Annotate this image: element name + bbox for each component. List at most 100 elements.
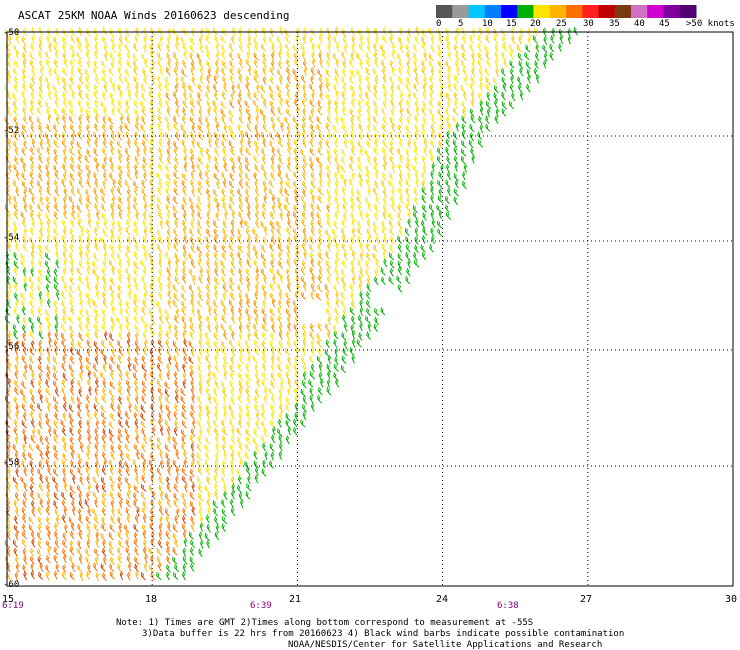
wind-barb [198,380,204,388]
wind-barb [254,212,261,220]
wind-barb [94,435,101,443]
wind-barb [166,484,173,492]
wind-barb [388,220,396,228]
wind-barb [222,356,229,364]
wind-barb [124,35,132,43]
wind-barb [172,341,180,349]
wind-barb [388,132,395,140]
wind-barb [166,156,173,164]
wind-barb [77,540,84,548]
wind-barb [263,99,269,107]
wind-barb [93,157,101,165]
wind-barb [52,37,59,45]
wind-barb [286,276,294,284]
wind-barb [87,60,93,69]
wind-barb [143,147,149,156]
wind-barb [359,322,365,331]
wind-barb [183,459,189,468]
wind-barb [101,164,108,172]
wind-barb [53,547,60,555]
wind-barb [214,532,221,540]
wind-barb [230,356,236,365]
wind-barb [527,36,533,45]
wind-barb [133,76,141,84]
wind-barb [126,347,132,356]
wind-barb [295,36,301,44]
wind-barb [415,219,422,227]
wind-barb [444,61,452,68]
wind-barb [104,52,110,61]
wind-barb [228,100,236,108]
wind-barb [253,164,261,172]
wind-barb [152,427,158,436]
wind-barb [325,261,333,269]
wind-barb [143,251,149,260]
wind-barb [102,92,108,100]
wind-barb [116,517,123,525]
wind-barb [230,307,237,315]
wind-barb [78,124,84,132]
wind-barb [292,300,300,308]
wind-barb [343,132,349,140]
wind-barb [199,45,205,53]
wind-barb [99,101,107,109]
wind-barb [93,51,100,59]
wind-barb [108,68,116,76]
wind-barb [303,251,309,260]
wind-barb [431,115,438,123]
wind-barb [52,85,60,93]
wind-barb [245,380,252,388]
wind-barb [48,43,54,52]
wind-barb [207,155,213,164]
wind-barb [240,499,246,508]
wind-barb [125,547,133,555]
wind-barb [127,139,133,147]
wind-barb [60,387,68,395]
wind-barb [287,236,294,244]
wind-barb [44,565,52,573]
wind-barb [316,69,324,77]
wind-barb [477,116,484,124]
wind-barb [422,91,429,99]
wind-barb [62,44,69,52]
wind-barb [327,331,333,340]
wind-barb [341,220,349,228]
wind-barb [208,139,214,148]
wind-barb [31,195,37,204]
wind-barb [188,285,196,293]
wind-barb [141,69,149,77]
wind-barb [36,548,44,556]
wind-barb [277,236,284,244]
wind-barb [31,27,37,35]
wind-barb [133,67,140,75]
wind-barb [19,389,27,397]
wind-barb [69,572,77,580]
wind-barb [52,365,60,373]
wind-barb [141,428,148,436]
wind-barb [38,84,44,92]
wind-barb [159,450,165,459]
wind-barb [468,124,476,132]
wind-barb [181,436,188,444]
wind-barb [167,28,173,37]
wind-barb [52,373,60,381]
wind-barb [222,220,229,228]
wind-barb [421,181,428,189]
wind-barb [29,171,36,179]
wind-barb [310,364,317,372]
wind-barb [414,228,420,236]
wind-barb [500,68,507,76]
wind-barb [300,44,308,52]
wind-barb [101,499,109,507]
wind-barb [228,140,236,148]
wind-barb [56,291,62,300]
wind-barb [23,140,29,148]
wind-barb [412,60,419,68]
wind-barb [109,467,115,475]
wind-barb [309,148,317,156]
wind-barb [460,44,468,52]
wind-barb [166,148,173,156]
wind-barb [205,299,212,307]
wind-barb [85,179,93,187]
wind-barb [286,299,292,307]
